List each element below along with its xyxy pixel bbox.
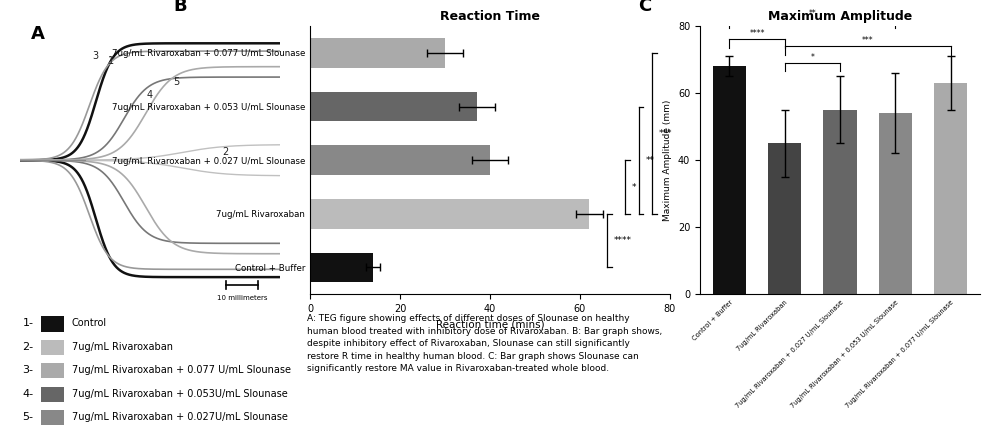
Text: 7ug/mL Rivaroxaban + 0.077 U/mL Slounase: 7ug/mL Rivaroxaban + 0.077 U/mL Slounase bbox=[72, 365, 291, 375]
Text: **: ** bbox=[808, 9, 816, 18]
Bar bbox=[310, 145, 490, 175]
Bar bbox=[879, 113, 912, 294]
X-axis label: Reaction time (mins): Reaction time (mins) bbox=[436, 320, 544, 330]
FancyBboxPatch shape bbox=[41, 387, 64, 402]
Y-axis label: Maximum Amplitude (mm): Maximum Amplitude (mm) bbox=[663, 100, 672, 221]
Text: 7ug/mL Rivaroxaban + 0.053U/mL Slounase: 7ug/mL Rivaroxaban + 0.053U/mL Slounase bbox=[72, 388, 288, 399]
Text: ****: **** bbox=[749, 29, 765, 39]
Text: ***: *** bbox=[659, 129, 672, 138]
Text: 1-: 1- bbox=[23, 318, 34, 329]
Text: A: TEG figure showing effects of different doses of Slounase on healthy
human bl: A: TEG figure showing effects of differe… bbox=[307, 314, 662, 373]
FancyBboxPatch shape bbox=[41, 410, 64, 425]
Text: C: C bbox=[638, 0, 652, 15]
Text: 2-: 2- bbox=[23, 342, 34, 352]
Text: ****: **** bbox=[614, 236, 632, 245]
Bar bbox=[768, 143, 801, 294]
Text: 10 millimeters: 10 millimeters bbox=[217, 295, 267, 301]
Title: Reaction Time: Reaction Time bbox=[440, 10, 540, 23]
Bar bbox=[713, 66, 746, 294]
Bar bbox=[934, 83, 967, 294]
Text: 3-: 3- bbox=[23, 365, 34, 375]
Bar bbox=[310, 92, 477, 121]
Text: **: ** bbox=[645, 156, 654, 165]
Text: 2: 2 bbox=[223, 147, 229, 158]
Text: B: B bbox=[173, 0, 187, 15]
Text: 3: 3 bbox=[93, 51, 99, 61]
Text: 4: 4 bbox=[147, 90, 153, 100]
Text: 7ug/mL Rivaroxaban + 0.027U/mL Slounase: 7ug/mL Rivaroxaban + 0.027U/mL Slounase bbox=[72, 412, 288, 422]
Text: Control: Control bbox=[72, 318, 107, 329]
Text: 5: 5 bbox=[173, 77, 179, 87]
Text: ***: *** bbox=[862, 36, 873, 45]
Text: A: A bbox=[31, 25, 45, 43]
Text: *: * bbox=[810, 53, 814, 62]
Bar bbox=[823, 110, 857, 294]
Bar bbox=[310, 199, 589, 229]
Text: *: * bbox=[632, 183, 636, 191]
FancyBboxPatch shape bbox=[41, 340, 64, 355]
FancyBboxPatch shape bbox=[41, 317, 64, 332]
Text: 7ug/mL Rivaroxaban: 7ug/mL Rivaroxaban bbox=[72, 342, 173, 352]
FancyBboxPatch shape bbox=[41, 363, 64, 378]
Text: 4-: 4- bbox=[23, 388, 34, 399]
Title: Maximum Amplitude: Maximum Amplitude bbox=[768, 10, 912, 23]
Text: 1: 1 bbox=[108, 56, 114, 67]
Bar bbox=[310, 38, 445, 68]
Bar bbox=[310, 253, 373, 282]
Text: 5-: 5- bbox=[23, 412, 34, 422]
